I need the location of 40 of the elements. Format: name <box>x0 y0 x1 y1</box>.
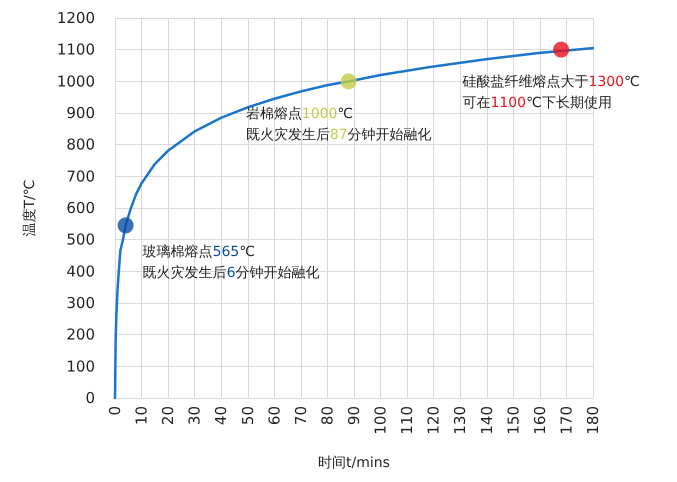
y-tick-label: 200 <box>66 326 95 344</box>
y-tick-label: 100 <box>66 357 95 376</box>
x-tick-label: 90 <box>345 406 363 426</box>
annotation: 玻璃棉熔点565℃ 既火灾发生后6分钟开始融化 <box>142 244 320 281</box>
x-tick-label: 120 <box>424 406 443 435</box>
annotation: 岩棉熔点1000℃ 既火灾发生后87分钟开始融化 <box>246 106 432 143</box>
x-tick-label: 50 <box>238 406 257 426</box>
y-tick-label: 1100 <box>56 40 95 59</box>
y-tick-label: 500 <box>66 230 95 249</box>
x-tick-label: 30 <box>186 406 204 426</box>
y-tick-label: 300 <box>66 294 95 312</box>
point <box>340 73 357 90</box>
y-tick-label: 1000 <box>56 72 95 90</box>
y-axis-title: 温度T/℃ <box>22 180 38 236</box>
x-tick-label: 140 <box>478 406 496 435</box>
x-tick-label: 100 <box>372 406 390 435</box>
y-tick-label: 0 <box>85 389 95 407</box>
x-tick-label: 150 <box>504 406 522 435</box>
x-tick-label: 80 <box>318 406 336 426</box>
y-tick-label: 1200 <box>56 9 95 27</box>
x-tick-label: 10 <box>132 406 151 426</box>
x-tick-label: 60 <box>265 406 284 426</box>
x-tick-label: 130 <box>451 406 470 435</box>
y-tick-label: 600 <box>66 199 95 217</box>
y-tick-label: 400 <box>66 262 95 280</box>
x-tick-label: 170 <box>557 406 576 435</box>
point <box>553 42 570 58</box>
x-tick-label: 0 <box>106 406 124 416</box>
text: 硅酸盐纤维熔点大于1300℃ 可在1100℃下长期使用 <box>462 74 640 112</box>
x-tick-label: 180 <box>584 406 602 435</box>
point <box>118 217 134 234</box>
x-tick-label: 20 <box>159 406 178 426</box>
y-tick-label: 800 <box>66 136 95 154</box>
x-tick-label: 40 <box>212 406 230 426</box>
y-tick-label: 900 <box>66 104 95 122</box>
y-tick-label: 700 <box>66 167 95 186</box>
x-tick-label: 160 <box>530 406 549 435</box>
x-tick-label: 70 <box>292 406 310 426</box>
x-axis-title: 时间t/mins <box>318 455 390 471</box>
x-tick-label: 110 <box>398 406 416 435</box>
